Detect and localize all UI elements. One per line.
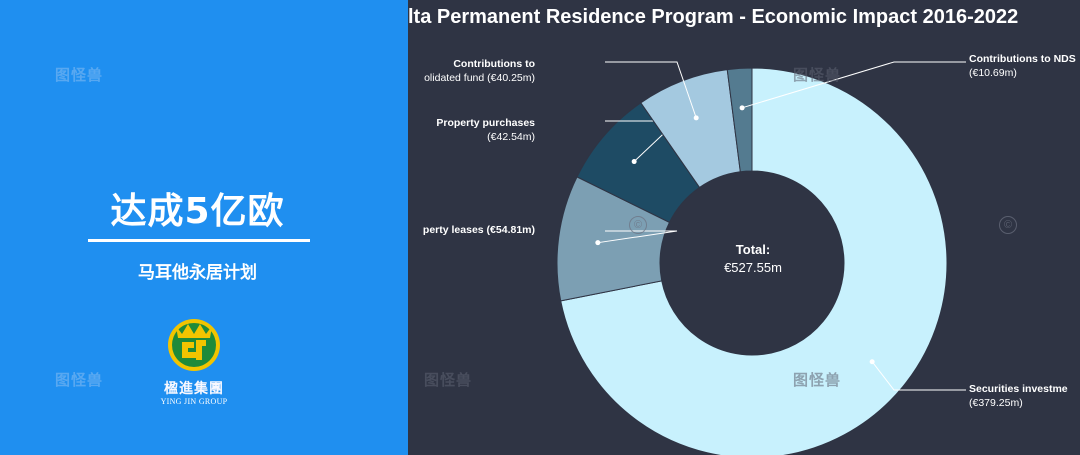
- slice-name-continued: olidated fund (€40.25m): [424, 72, 535, 84]
- copyright-icon: ©: [629, 216, 647, 234]
- slice-label-property-leases: perty leases (€54.81m): [423, 223, 535, 237]
- slice-name: Securities investme: [969, 383, 1068, 395]
- donut-center-total: Total: €527.55m: [678, 241, 828, 277]
- slice-name: Contributions to NDS: [969, 53, 1076, 65]
- total-value: €527.55m: [724, 260, 782, 275]
- slice-value: (€42.54m): [487, 131, 535, 143]
- watermark: 图怪兽: [424, 372, 473, 389]
- copyright-icon: ©: [999, 216, 1017, 234]
- headline-underline: [88, 239, 310, 242]
- watermark: 图怪兽: [55, 67, 104, 84]
- leader-dot: [631, 159, 637, 165]
- slice-label-consolidated-fund: Contributions to olidated fund (€40.25m): [424, 57, 535, 85]
- slice-name: perty leases (€54.81m): [422, 224, 535, 236]
- leader-dot: [739, 105, 745, 111]
- chart-area: lta Permanent Residence Program - Econom…: [408, 0, 1080, 455]
- leader-dot: [869, 359, 875, 365]
- yingjin-logo: [168, 319, 220, 371]
- slice-value: (€379.25m): [969, 397, 1023, 409]
- slice-label-property-purchases: Property purchases (€42.54m): [436, 116, 535, 144]
- slice-name: Property purchases: [436, 117, 535, 129]
- promo-subheadline: 马耳他永居计划: [138, 263, 257, 283]
- donut-slice: [560, 67, 948, 455]
- watermark: 图怪兽: [55, 372, 104, 389]
- leader-line: [605, 61, 697, 119]
- logo-chinese-name: 楹進集團: [164, 381, 224, 397]
- slice-label-securities: Securities investme (€379.25m): [969, 382, 1068, 410]
- slice-label-ndsf: Contributions to NDS (€10.69m): [969, 52, 1076, 80]
- donut-chart: [556, 61, 966, 455]
- chart-title: lta Permanent Residence Program - Econom…: [408, 6, 1019, 28]
- slice-name: Contributions to: [453, 58, 535, 70]
- leader-line: [741, 61, 966, 109]
- leader-line: [597, 230, 678, 244]
- total-label: Total:: [735, 242, 771, 257]
- logo-english-name: YING JIN GROUP: [160, 397, 228, 406]
- watermark: 图怪兽: [793, 67, 842, 84]
- watermark: 图怪兽: [793, 372, 842, 389]
- leader-dot: [693, 115, 699, 121]
- slice-value: (€10.69m): [969, 67, 1017, 79]
- leader-dot: [595, 240, 601, 246]
- donut-slice: [726, 67, 753, 173]
- promo-headline: 达成5亿欧: [110, 191, 285, 232]
- promo-panel: 达成5亿欧 马耳他永居计划 楹進集團 YING JIN GROUP 图怪兽 图怪…: [0, 0, 408, 455]
- leader-line: [871, 361, 966, 391]
